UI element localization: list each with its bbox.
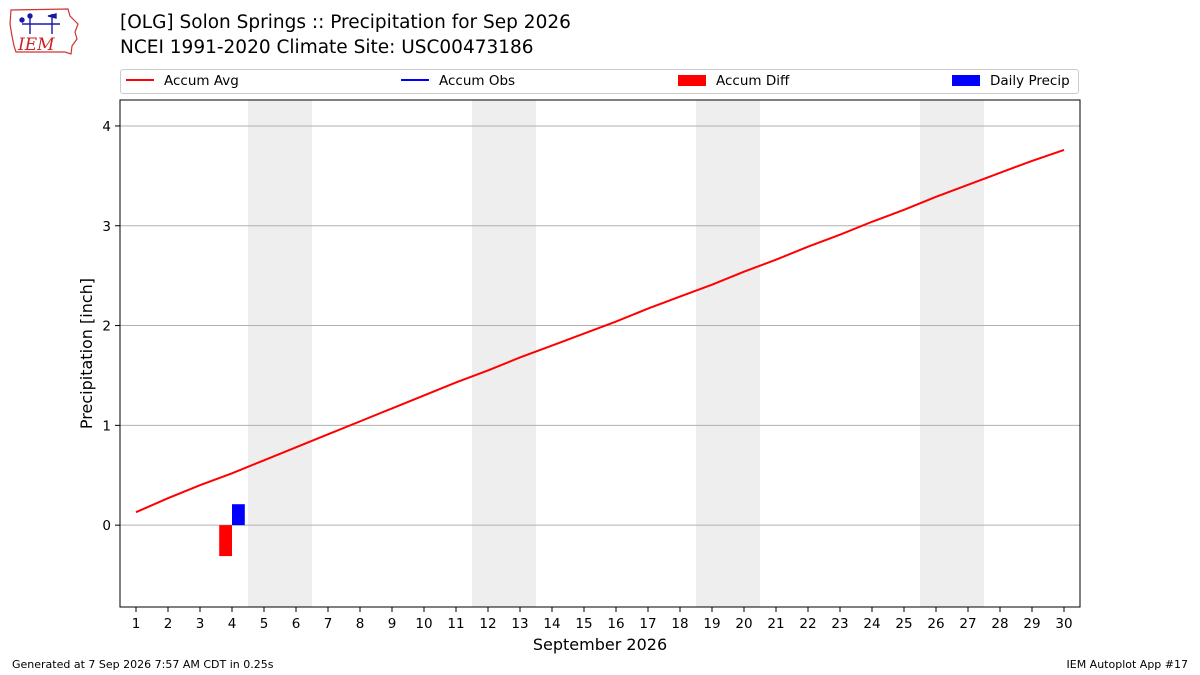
generated-timestamp: Generated at 7 Sep 2026 7:57 AM CDT in 0…: [12, 658, 274, 671]
x-tick-label: 20: [735, 616, 752, 632]
x-tick-label: 30: [1055, 616, 1072, 632]
y-tick-label: 3: [102, 219, 111, 235]
x-tick-label: 12: [479, 616, 496, 632]
bars: [219, 504, 245, 557]
x-tick-label: 8: [356, 616, 365, 632]
x-tick-label: 3: [196, 616, 205, 632]
weekend-shading: [248, 100, 984, 607]
legend-swatch-accum-avg: [126, 79, 154, 81]
weather-station-icon: [19, 13, 60, 34]
x-tick-label: 10: [415, 616, 432, 632]
y-tick-label: 4: [102, 119, 111, 135]
grid-lines: [120, 125, 1080, 526]
x-tick-label: 21: [767, 616, 784, 632]
accum-diff-bar: [219, 525, 232, 557]
x-tick-label: 13: [511, 616, 528, 632]
x-tick-label: 25: [895, 616, 912, 632]
x-tick-label: 29: [1023, 616, 1040, 632]
chart-title: [OLG] Solon Springs :: Precipitation for…: [120, 12, 571, 33]
weekend-band: [248, 100, 312, 607]
iem-logo: IEM: [9, 8, 79, 55]
x-tick-label: 1: [132, 616, 141, 632]
x-tick-label: 5: [260, 616, 269, 632]
x-tick-label: 11: [447, 616, 464, 632]
weekend-band: [472, 100, 536, 607]
legend-label: Accum Obs: [439, 73, 516, 89]
iowa-outline-icon: [9, 8, 79, 55]
plot-frame: [119, 99, 1081, 608]
weekend-band: [696, 100, 760, 607]
y-axis-ticks: 0 1 2 3 4: [102, 119, 120, 534]
legend-item-accum-obs: Accum Obs: [401, 73, 515, 89]
legend-label: Accum Avg: [164, 73, 239, 89]
x-tick-label: 16: [607, 616, 624, 632]
legend-swatch-daily-precip: [952, 74, 980, 86]
y-tick-label: 1: [102, 418, 111, 434]
legend-item-daily-precip: Daily Precip: [952, 73, 1070, 89]
x-tick-label: 27: [959, 616, 976, 632]
x-axis-ticks: 1 2 3 4 5 6 7 8 9 10 11 12 13 14 15 16 17 18 19 20 21 22 23 24 2…: [132, 607, 1073, 632]
x-tick-label: 15: [575, 616, 592, 632]
x-tick-label: 18: [671, 616, 688, 632]
y-axis-label: Precipitation [inch]: [77, 278, 96, 429]
x-tick-label: 22: [799, 616, 816, 632]
x-tick-label: 14: [543, 616, 560, 632]
app-credit: IEM Autoplot App #17: [1066, 658, 1189, 671]
legend-label: Accum Diff: [716, 73, 790, 89]
x-tick-label: 9: [388, 616, 397, 632]
x-tick-label: 19: [703, 616, 720, 632]
x-tick-label: 2: [164, 616, 173, 632]
x-tick-label: 24: [863, 616, 880, 632]
x-tick-label: 28: [991, 616, 1008, 632]
daily-precip-bar: [232, 504, 245, 526]
chart-subtitle: NCEI 1991-2020 Climate Site: USC00473186: [120, 37, 534, 58]
legend-swatch-accum-diff: [678, 74, 706, 86]
x-tick-label: 7: [324, 616, 333, 632]
x-tick-label: 4: [228, 616, 237, 632]
legend: Accum Avg Accum Obs Accum Diff Daily Pre…: [120, 69, 1079, 94]
logo-text: IEM: [17, 35, 55, 55]
legend-item-accum-diff: Accum Diff: [678, 73, 789, 89]
legend-label: Daily Precip: [990, 73, 1070, 89]
x-tick-label: 23: [831, 616, 848, 632]
series-lines: [135, 148, 1065, 514]
x-axis-label: September 2026: [533, 635, 667, 654]
weekend-band: [920, 100, 984, 607]
x-tick-label: 6: [292, 616, 301, 632]
y-tick-label: 2: [102, 319, 111, 335]
y-tick-label: 0: [102, 518, 111, 534]
legend-swatch-accum-obs: [401, 79, 429, 81]
x-tick-label: 17: [639, 616, 656, 632]
x-tick-label: 26: [927, 616, 944, 632]
legend-item-accum-avg: Accum Avg: [126, 73, 239, 89]
accum-avg-line: [135, 148, 1065, 514]
